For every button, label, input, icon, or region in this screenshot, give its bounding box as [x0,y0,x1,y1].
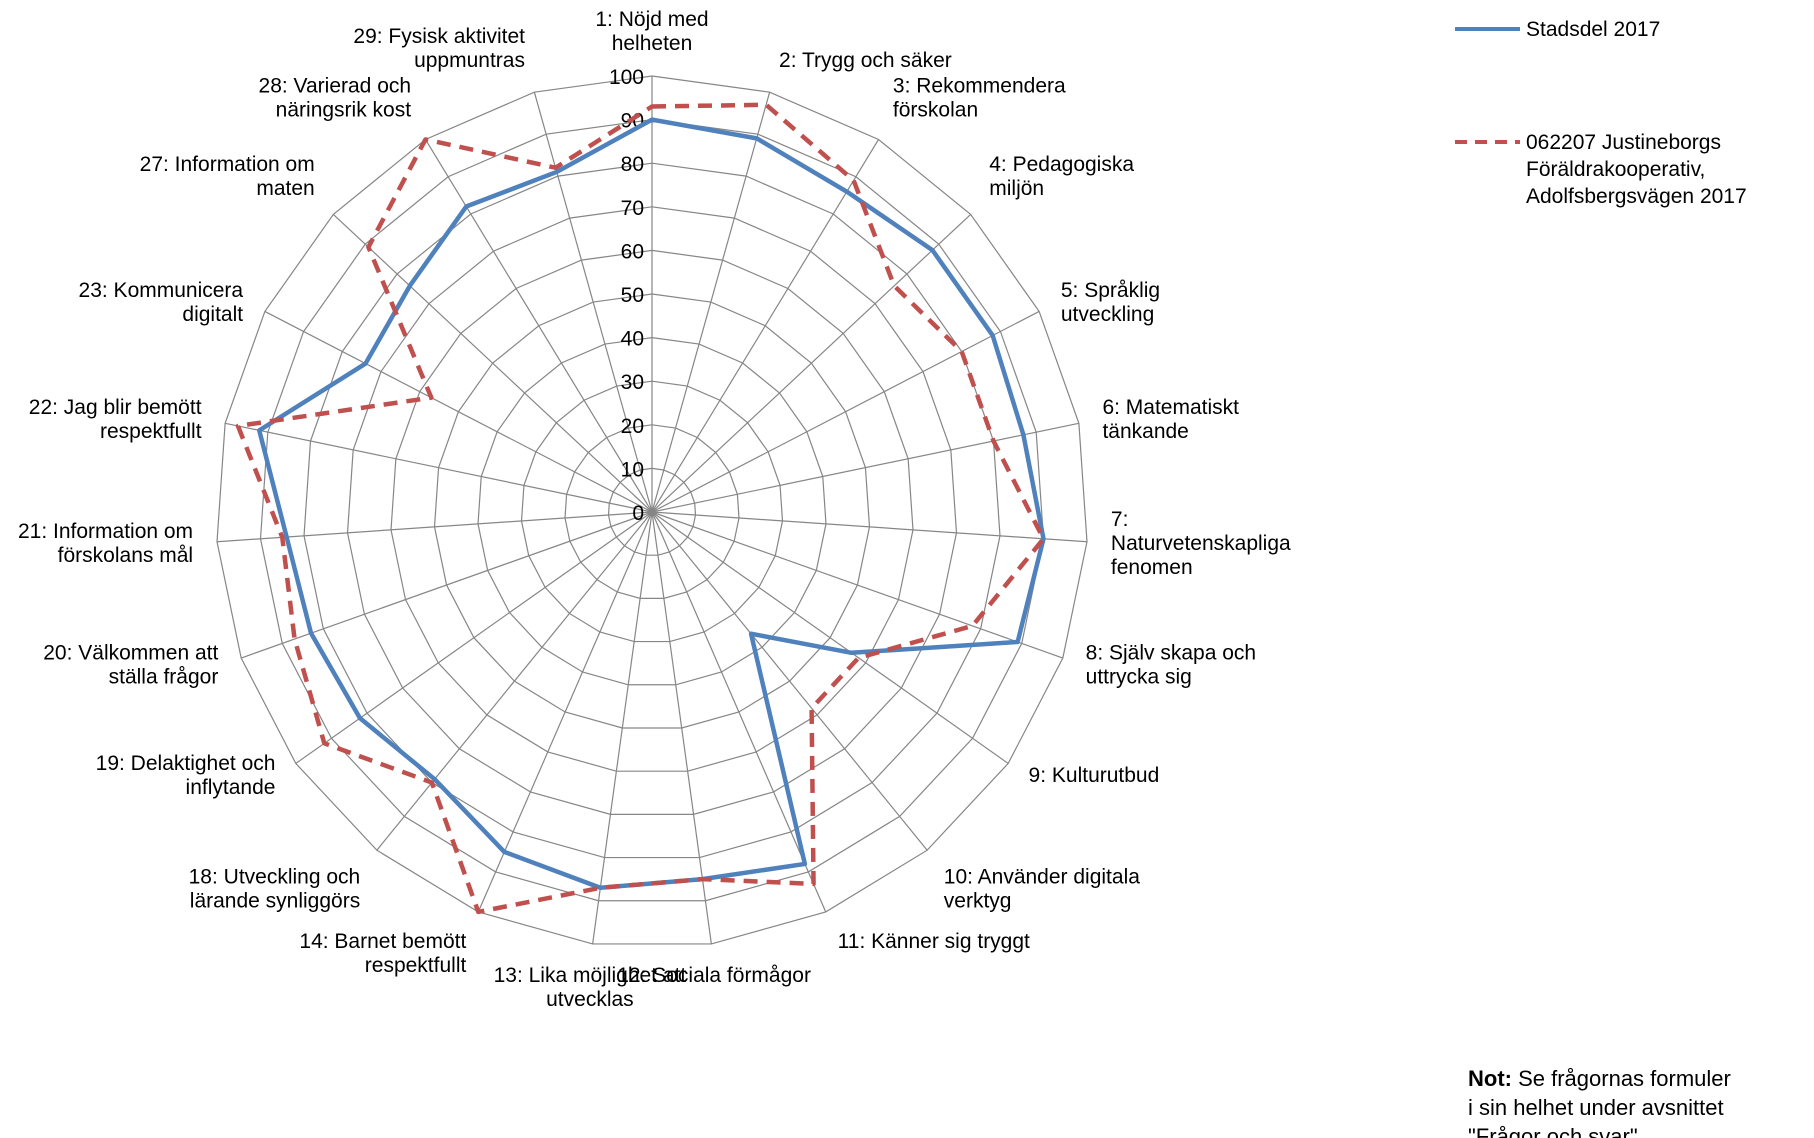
category-label: 14: Barnet bemött respektfullt [299,930,466,977]
grid-spoke [224,422,653,513]
footnote: Not: Se frågornas formuler i sin helhet … [1468,1066,1731,1138]
grid-spoke [592,511,653,945]
category-label: 7: Naturvetenskapliga fenomen [1111,508,1291,579]
grid-spoke [651,92,771,513]
grid-spoke [424,139,653,513]
category-label: 21: Information om förskolans mål [18,520,193,567]
category-label: 1: Nöjd med helheten [595,8,708,55]
note-bold-label: Not: [1468,1066,1512,1091]
grid-spoke [264,310,653,513]
grid-ring [520,380,784,643]
grid-ring [433,293,871,729]
note-line-1: Not: Se frågornas formuler [1468,1066,1731,1091]
category-label: 22: Jag blir bemött respektfullt [29,396,202,443]
category-label: 4: Pedagogiska miljön [989,153,1134,200]
r-tick-label: 50 [621,284,644,307]
grid-ring [390,249,914,772]
category-label: 3: Rekommendera förskolan [893,74,1066,121]
grid-spoke [533,92,653,513]
category-label: 13: Lika möjlighet att utvecklas [494,964,687,1011]
grid-spoke [295,511,653,764]
category-label: 29: Fysisk aktivitet uppmuntras [353,25,525,72]
r-tick-label: 20 [621,415,644,438]
grid-spoke [376,511,653,851]
r-tick-label: 70 [621,197,644,220]
radar-grid [216,75,1088,945]
note-line-3: "Frågor och svar" [1468,1124,1638,1138]
category-label: 6: Matematiskt tänkande [1102,396,1239,443]
grid-spoke [651,511,827,913]
grid-spoke [240,511,653,659]
legend: Stadsdel 2017 062207 Justineborgs Föräld… [1455,18,1747,208]
r-tick-label: 100 [609,66,644,89]
grid-spoke [651,213,972,513]
series-line-0 [257,117,1046,891]
grid-spoke [651,310,1040,513]
category-label: 23: Kommunicera digitalt [79,279,244,326]
category-label: 19: Delaktighet och inflytande [96,752,276,799]
r-tick-label: 80 [621,153,644,176]
category-label: 11: Känner sig tryggt [838,930,1030,953]
note-line-2: i sin helhet under avsnittet [1468,1095,1724,1120]
grid-spoke [651,422,1080,513]
r-tick-label: 40 [621,328,644,351]
category-labels: 1: Nöjd med helheten 2: Trygg och säker3: … [18,8,1291,1011]
grid-spoke [651,139,880,513]
grid-spoke [332,213,653,513]
category-label: 12: Sociala förmågor [617,964,811,987]
series-lines [235,102,1046,915]
grid-spoke [651,511,928,851]
grid-spoke [477,511,653,913]
grid-spoke [651,511,1088,543]
r-tick-label: 30 [621,371,644,394]
grid-ring [607,467,697,556]
category-label: 28: Varierad och näringsrik kost [259,74,412,121]
grid-spoke [651,511,1009,764]
category-label: 20: Välkommen att ställa frågor [43,642,218,689]
r-tick-label: 10 [621,458,644,481]
grid-ring [259,118,1045,902]
grid-ring [477,336,827,686]
category-label: 5: Språklig utveckling [1061,279,1160,326]
series-line-1 [235,102,1046,915]
category-label: 18: Utveckling och lärande synliggörs [189,866,361,913]
category-label: 27: Information om maten [140,153,315,200]
r-tick-label: 0 [632,502,644,525]
r-tick-label: 60 [621,240,644,263]
category-label: 9: Kulturutbud [1029,764,1160,787]
note-line-1-text: Se frågornas formuler [1512,1066,1731,1091]
grid-ring [346,206,958,815]
grid-ring [216,75,1088,945]
grid-spoke [651,511,1064,659]
grid-ring [564,424,740,599]
legend-label-justineborg: 062207 Justineborgs Föräldrakooperativ, … [1526,131,1747,208]
grid-spoke [651,511,712,945]
category-label: 8: Själv skapa och uttrycka sig [1086,642,1256,689]
grid-spoke [216,511,653,543]
grid-ring [303,162,1001,859]
category-label: 2: Trygg och säker [779,49,952,72]
legend-label-stadsdel: Stadsdel 2017 [1526,18,1660,41]
category-label: 10: Använder digitala verktyg [944,866,1140,913]
